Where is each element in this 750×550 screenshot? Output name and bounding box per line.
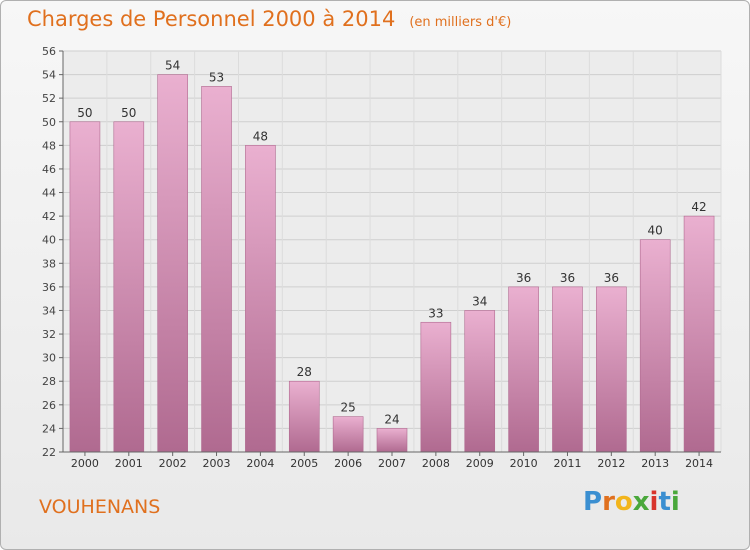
data-label: 50 <box>121 106 136 120</box>
data-label: 33 <box>428 306 443 320</box>
data-label: 36 <box>560 271 575 285</box>
y-tick-label: 28 <box>42 375 56 388</box>
bar <box>157 74 188 453</box>
bar <box>201 86 232 453</box>
data-label: 24 <box>384 412 399 426</box>
x-tick-label: 2012 <box>597 457 625 470</box>
data-label: 25 <box>340 401 355 415</box>
bar <box>113 121 145 453</box>
x-tick-label: 2001 <box>115 457 143 470</box>
bar <box>245 145 276 453</box>
chart-title: Charges de Personnel 2000 à 2014 (en mill… <box>27 7 511 31</box>
x-tick-label: 2013 <box>641 457 669 470</box>
y-tick-label: 48 <box>42 139 56 152</box>
y-tick-label: 50 <box>42 116 56 129</box>
bar <box>376 428 408 453</box>
y-tick-label: 44 <box>42 187 56 200</box>
data-label: 34 <box>472 294 487 308</box>
bar <box>596 286 627 453</box>
x-tick-label: 2004 <box>246 457 274 470</box>
chart-subtitle: (en milliers d'€) <box>409 15 512 30</box>
data-label: 42 <box>691 200 706 214</box>
bar <box>69 121 101 453</box>
data-label: 53 <box>209 70 224 84</box>
bar <box>332 416 364 453</box>
logo-letter: x <box>632 487 650 517</box>
bar <box>420 321 452 453</box>
y-tick-label: 42 <box>42 210 56 223</box>
x-tick-label: 2011 <box>553 457 581 470</box>
y-tick-label: 30 <box>42 352 56 365</box>
logo-letter: o <box>614 487 633 517</box>
x-tick-label: 2002 <box>159 457 187 470</box>
data-label: 36 <box>516 271 531 285</box>
y-tick-label: 34 <box>42 304 56 317</box>
x-tick-label: 2008 <box>422 457 450 470</box>
y-tick-label: 36 <box>42 281 56 294</box>
bar <box>552 286 583 453</box>
y-tick-label: 26 <box>42 399 56 412</box>
bar <box>508 286 539 453</box>
data-label: 48 <box>253 129 268 143</box>
x-tick-label: 2006 <box>334 457 362 470</box>
y-tick-label: 56 <box>42 45 56 58</box>
x-tick-label: 2000 <box>71 457 99 470</box>
axis-layer: 22 24 26 28 30 32 34 36 38 40 42 44 46 48 50 52 54 56 2000… <box>42 45 721 470</box>
y-tick-label: 52 <box>42 92 56 105</box>
place-name: VOUHENANS <box>39 496 161 518</box>
x-tick-label: 2010 <box>510 457 538 470</box>
bar <box>464 310 496 453</box>
proxiti-logo: Proxiti <box>583 487 680 517</box>
bar <box>288 380 320 453</box>
x-tick-label: 2007 <box>378 457 406 470</box>
x-tick-label: 2014 <box>685 457 713 470</box>
y-tick-label: 38 <box>42 257 56 270</box>
logo-letter: P <box>583 487 603 517</box>
logo-letter: t <box>658 487 671 517</box>
data-label: 36 <box>604 271 619 285</box>
y-tick-label: 46 <box>42 163 56 176</box>
x-tick-label: 2009 <box>466 457 494 470</box>
bar <box>683 215 715 453</box>
y-tick-label: 24 <box>42 422 56 435</box>
data-label: 54 <box>165 59 180 73</box>
y-tick-label: 22 <box>42 446 56 459</box>
bar <box>639 239 671 453</box>
data-label: 28 <box>297 365 312 379</box>
y-tick-label: 32 <box>42 328 56 341</box>
data-label: 40 <box>648 224 663 238</box>
logo-letter: r <box>602 487 615 517</box>
y-tick-label: 40 <box>42 234 56 247</box>
chart-title-text: Charges de Personnel 2000 à 2014 <box>27 7 396 31</box>
x-tick-label: 2003 <box>203 457 231 470</box>
logo-letter: i <box>670 487 680 517</box>
x-tick-label: 2005 <box>290 457 318 470</box>
logo-letter: i <box>649 487 659 517</box>
y-tick-label: 54 <box>42 69 56 82</box>
data-label: 50 <box>77 106 92 120</box>
bars-layer: 50 50 54 53 48 28 25 24 33 34 36 36 36 40 42 <box>69 59 715 453</box>
